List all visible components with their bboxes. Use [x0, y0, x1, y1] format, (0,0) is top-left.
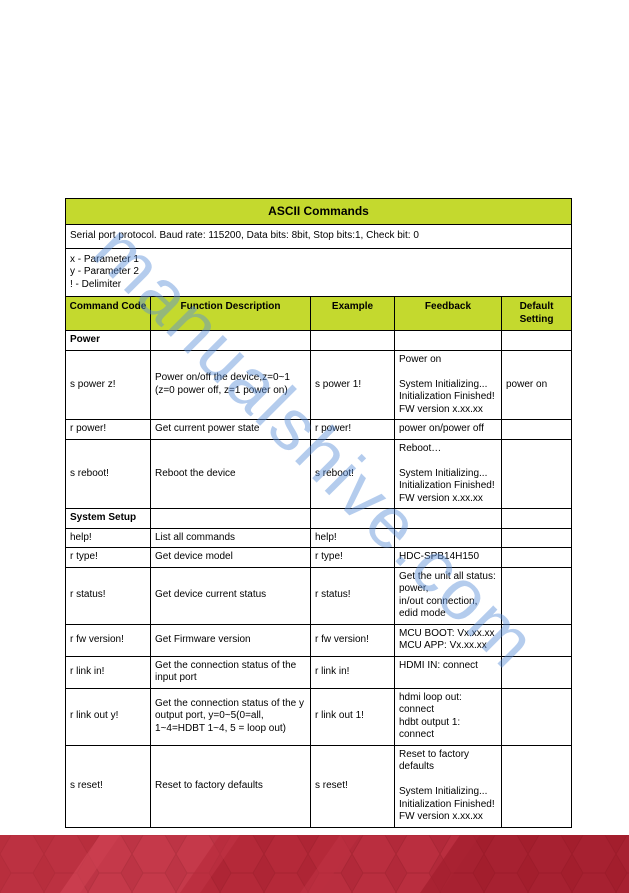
cell-default — [502, 688, 572, 745]
table-row: r status!Get device current statusr stat… — [66, 567, 572, 624]
table-row: r link out y!Get the connection status o… — [66, 688, 572, 745]
page: manualshive.com ASCII Commands Serial po… — [0, 0, 629, 893]
cell-command: r power! — [66, 420, 151, 440]
cell-default — [502, 420, 572, 440]
cell-command: s reset! — [66, 745, 151, 827]
cell-command: r type! — [66, 548, 151, 568]
cell-function: Get device current status — [151, 567, 311, 624]
cell-function: Reset to factory defaults — [151, 745, 311, 827]
cell-command: r status! — [66, 567, 151, 624]
section-name: Power — [66, 331, 151, 351]
cell-command: s power z! — [66, 350, 151, 420]
section-header-row: Power — [66, 331, 572, 351]
table-title: ASCII Commands — [66, 199, 572, 225]
empty-cell — [502, 331, 572, 351]
cell-function: Get current power state — [151, 420, 311, 440]
cell-default: power on — [502, 350, 572, 420]
footer-decoration — [0, 835, 629, 893]
table-row: r power!Get current power stater power!p… — [66, 420, 572, 440]
cell-default — [502, 656, 572, 688]
empty-cell — [502, 509, 572, 529]
table-container: ASCII Commands Serial port protocol. Bau… — [65, 198, 571, 828]
ascii-commands-table: ASCII Commands Serial port protocol. Bau… — [65, 198, 572, 828]
cell-example: r type! — [311, 548, 395, 568]
cell-default — [502, 745, 572, 827]
table-row: r type!Get device modelr type!HDC-SPB14H… — [66, 548, 572, 568]
empty-cell — [151, 331, 311, 351]
empty-cell — [311, 331, 395, 351]
cell-function: Get Firmware version — [151, 624, 311, 656]
cell-command: s reboot! — [66, 439, 151, 509]
table-row: r link in!Get the connection status of t… — [66, 656, 572, 688]
table-row: s reboot!Reboot the devices reboot!Reboo… — [66, 439, 572, 509]
cell-function: Power on/off the device,z=0~1 (z=0 power… — [151, 350, 311, 420]
cell-function: Get the connection status of the input p… — [151, 656, 311, 688]
cell-command: r link in! — [66, 656, 151, 688]
cell-feedback: Reset to factory defaults System Initial… — [395, 745, 502, 827]
table-row: s reset!Reset to factory defaultss reset… — [66, 745, 572, 827]
cell-command: r link out y! — [66, 688, 151, 745]
cell-example: s reset! — [311, 745, 395, 827]
empty-cell — [395, 331, 502, 351]
cell-function: Get device model — [151, 548, 311, 568]
cell-function: List all commands — [151, 528, 311, 548]
cell-example: r fw version! — [311, 624, 395, 656]
cell-feedback: power on/power off — [395, 420, 502, 440]
params-row: x - Parameter 1 y - Parameter 2 ! - Deli… — [66, 248, 572, 297]
section-name: System Setup — [66, 509, 151, 529]
cell-default — [502, 528, 572, 548]
cell-example: s power 1! — [311, 350, 395, 420]
cell-example: r link in! — [311, 656, 395, 688]
cell-feedback: HDMI IN: connect — [395, 656, 502, 688]
cell-feedback: Get the unit all status: power, in/out c… — [395, 567, 502, 624]
protocol-text: Serial port protocol. Baud rate: 115200,… — [66, 225, 572, 249]
col-function-description: Function Description — [151, 297, 311, 331]
cell-function: Get the connection status of the y outpu… — [151, 688, 311, 745]
cell-example: r status! — [311, 567, 395, 624]
cell-default — [502, 624, 572, 656]
table-title-row: ASCII Commands — [66, 199, 572, 225]
table-row: r fw version!Get Firmware versionr fw ve… — [66, 624, 572, 656]
cell-feedback — [395, 528, 502, 548]
column-headers: Command Code Function Description Exampl… — [66, 297, 572, 331]
cell-example: r link out 1! — [311, 688, 395, 745]
cell-function: Reboot the device — [151, 439, 311, 509]
cell-example: s reboot! — [311, 439, 395, 509]
empty-cell — [151, 509, 311, 529]
cell-command: r fw version! — [66, 624, 151, 656]
cell-default — [502, 567, 572, 624]
cell-feedback: HDC-SPB14H150 — [395, 548, 502, 568]
cell-default — [502, 548, 572, 568]
cell-feedback: MCU BOOT: Vx.xx.xx MCU APP: Vx.xx.xx — [395, 624, 502, 656]
empty-cell — [395, 509, 502, 529]
cell-feedback: hdmi loop out: connect hdbt output 1: co… — [395, 688, 502, 745]
cell-example: help! — [311, 528, 395, 548]
cell-example: r power! — [311, 420, 395, 440]
cell-feedback: Power on System Initializing... Initiali… — [395, 350, 502, 420]
table-row: s power z!Power on/off the device,z=0~1 … — [66, 350, 572, 420]
col-default-setting: Default Setting — [502, 297, 572, 331]
params-text: x - Parameter 1 y - Parameter 2 ! - Deli… — [66, 248, 572, 297]
table-row: help!List all commandshelp! — [66, 528, 572, 548]
section-header-row: System Setup — [66, 509, 572, 529]
col-feedback: Feedback — [395, 297, 502, 331]
cell-default — [502, 439, 572, 509]
cell-command: help! — [66, 528, 151, 548]
empty-cell — [311, 509, 395, 529]
cell-feedback: Reboot… System Initializing... Initializ… — [395, 439, 502, 509]
col-example: Example — [311, 297, 395, 331]
protocol-row: Serial port protocol. Baud rate: 115200,… — [66, 225, 572, 249]
col-command-code: Command Code — [66, 297, 151, 331]
